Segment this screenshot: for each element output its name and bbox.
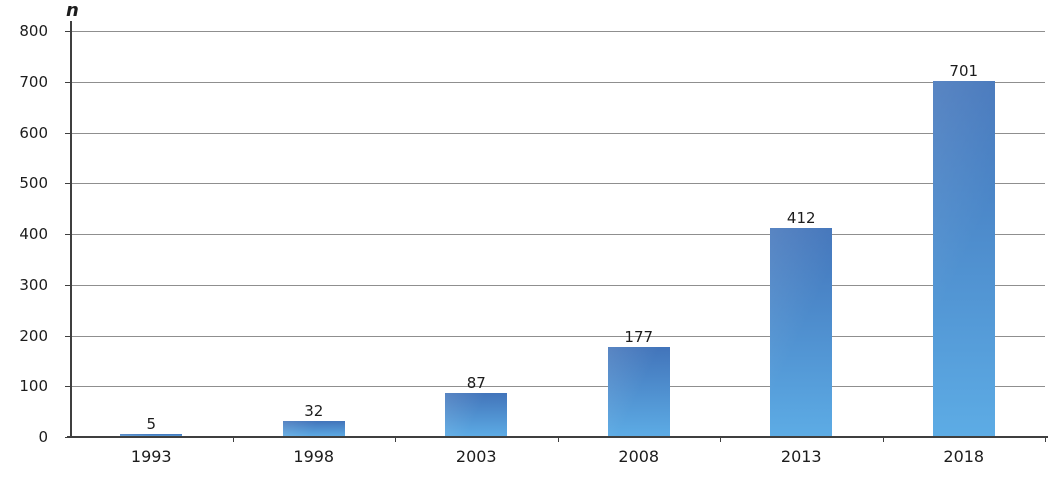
bar-value-label: 87	[466, 374, 486, 392]
y-axis-line	[70, 21, 72, 437]
x-tick-label: 1993	[130, 447, 172, 466]
bar-value-label: 5	[146, 415, 157, 433]
y-tick-label: 200	[19, 326, 48, 345]
bar	[445, 393, 508, 437]
bar-value-label: 177	[624, 328, 654, 346]
y-tick-label: 600	[19, 123, 48, 142]
bar	[770, 228, 833, 437]
gridline	[70, 335, 1045, 337]
x-tick-label: 2008	[618, 447, 660, 466]
gridline	[70, 31, 1045, 32]
gridline	[70, 81, 1045, 83]
y-tick-mark	[65, 335, 70, 337]
bar	[282, 421, 345, 437]
gridline	[70, 386, 1045, 388]
gridline	[70, 284, 1045, 286]
x-tick-mark	[882, 437, 884, 442]
y-tick-mark	[65, 386, 70, 388]
gridline	[70, 234, 1045, 235]
y-axis-title: n	[66, 0, 79, 21]
gridline	[70, 132, 1045, 134]
y-tick-label: 800	[19, 22, 48, 40]
x-tick-mark	[720, 437, 721, 442]
x-tick-label: 2003	[455, 447, 497, 466]
x-tick-label: 2018	[943, 447, 985, 466]
bar	[607, 347, 670, 437]
y-tick-mark	[65, 183, 70, 185]
y-tick-label: 300	[19, 275, 48, 294]
y-tick-mark	[65, 234, 70, 235]
bar	[120, 434, 183, 437]
y-tick-label: 400	[19, 225, 48, 243]
bar-value-label: 32	[304, 402, 324, 420]
bar-value-label: 412	[786, 209, 816, 227]
plot-area: 5 32 87 177 412 701	[70, 31, 1045, 437]
x-tick-label: 2013	[780, 447, 822, 466]
y-tick-label: 500	[19, 174, 48, 193]
y-tick-label: 0	[38, 428, 48, 446]
x-tick-label: 1998	[293, 447, 335, 466]
bar-value-label: 701	[949, 62, 979, 80]
y-tick-mark	[65, 132, 70, 134]
x-axis-line	[67, 436, 1048, 438]
y-tick-label: 100	[19, 377, 48, 396]
x-tick-mark	[232, 437, 234, 442]
y-tick-mark	[65, 31, 70, 32]
y-tick-mark	[65, 284, 70, 286]
gridline	[70, 183, 1045, 185]
y-tick-mark	[65, 81, 70, 83]
x-tick-mark	[395, 437, 396, 442]
y-tick-label: 700	[19, 72, 48, 91]
x-tick-mark	[557, 437, 559, 442]
x-tick-mark	[1045, 437, 1046, 442]
bar	[932, 81, 995, 437]
